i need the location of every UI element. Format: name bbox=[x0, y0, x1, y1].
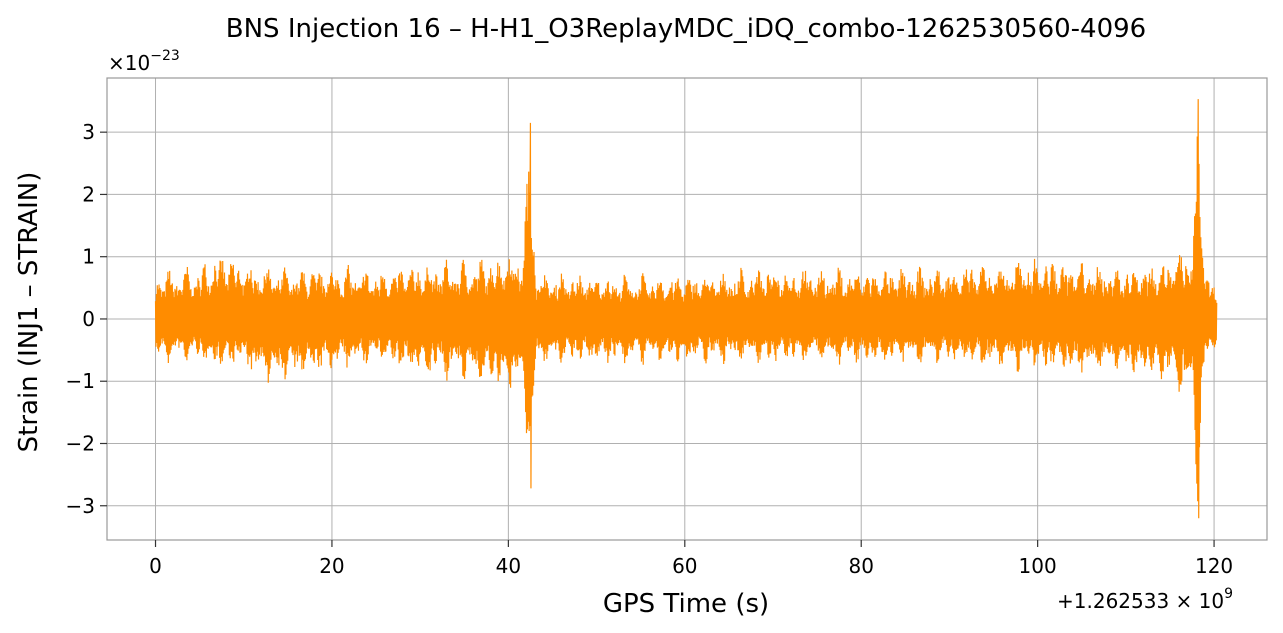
x-tick-label: 0 bbox=[149, 554, 162, 578]
x-tick-label: 20 bbox=[319, 554, 344, 578]
y-scale-label: ×10−23 bbox=[108, 48, 180, 75]
y-axis-label: Strain (INJ1 – STRAIN) bbox=[14, 172, 44, 453]
axes-frame bbox=[106, 77, 1268, 541]
y-tick-label: −3 bbox=[66, 494, 95, 518]
x-tick-label: 80 bbox=[848, 554, 873, 578]
x-tick-label: 100 bbox=[1019, 554, 1057, 578]
x-tick-label: 120 bbox=[1195, 554, 1233, 578]
strain-series-line bbox=[154, 99, 1218, 519]
y-tick-label: −1 bbox=[66, 369, 95, 393]
x-tick-label: 60 bbox=[672, 554, 697, 578]
x-tick-label: 40 bbox=[496, 554, 521, 578]
x-offset-label: +1.262533 × 109 bbox=[1057, 586, 1233, 613]
plot-area bbox=[154, 99, 1218, 519]
x-axis: 0 20 40 60 80 100 120 bbox=[149, 540, 1233, 578]
chart-title: BNS Injection 16 – H-H1_O3ReplayMDC_iDQ_… bbox=[226, 14, 1146, 44]
y-axis: −3 −2 −1 0 1 2 3 bbox=[66, 120, 107, 518]
y-tick-label: 1 bbox=[82, 245, 95, 269]
x-axis-label: GPS Time (s) bbox=[603, 589, 769, 619]
y-tick-label: 2 bbox=[82, 182, 95, 206]
y-tick-label: 3 bbox=[82, 120, 95, 144]
y-tick-label: 0 bbox=[82, 307, 95, 331]
y-tick-label: −2 bbox=[66, 431, 95, 455]
